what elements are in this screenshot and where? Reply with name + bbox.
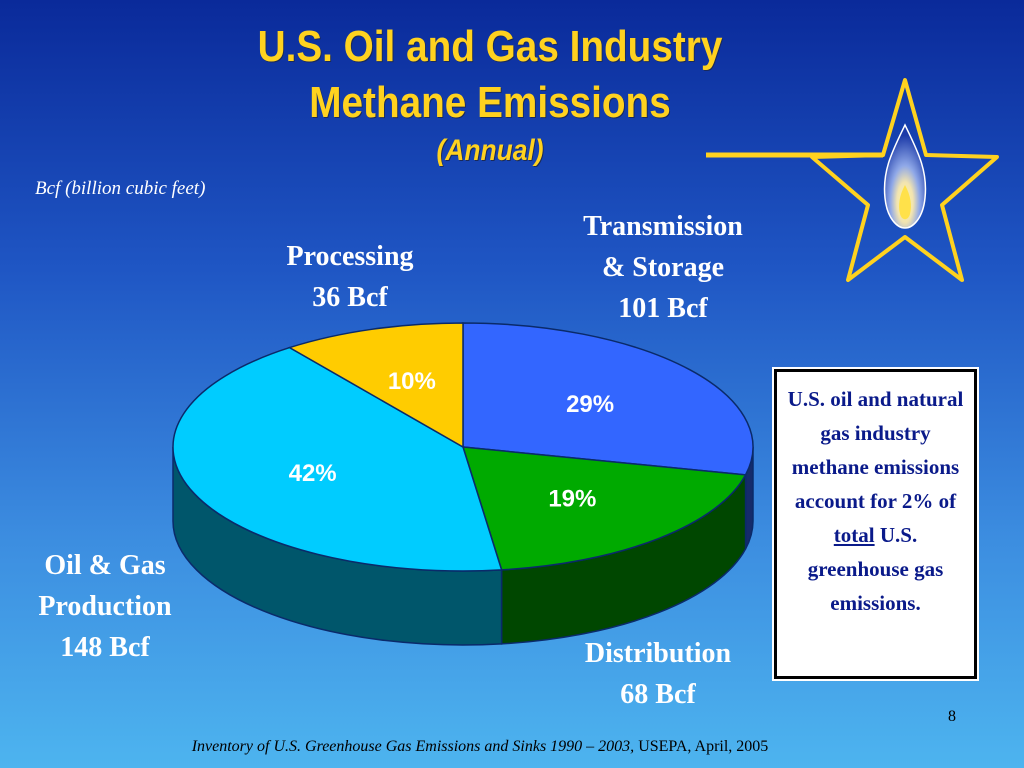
pie-percent-processing: 10% — [388, 368, 436, 395]
star-icon — [706, 78, 999, 282]
label-transmission-name-1: Transmission — [583, 211, 743, 242]
source-title: Inventory of U.S. Greenhouse Gas Emissio… — [191, 738, 635, 755]
label-production: Oil & Gas Production 148 Bcf — [10, 545, 200, 668]
label-processing-value: 36 Bcf — [312, 282, 388, 313]
pie-slice-distribution — [461, 446, 747, 571]
label-distribution: Distribution 68 Bcf — [548, 633, 768, 715]
pie-percent-labels: 29% 19% 42% 10% — [289, 368, 615, 512]
note-text-underlined: total — [833, 523, 875, 547]
label-transmission-name-2: & Storage — [601, 252, 725, 283]
flame-icon — [883, 123, 927, 229]
page-number: 8 — [948, 708, 956, 725]
pie-tops — [172, 322, 754, 572]
title-line-3: (Annual) — [436, 134, 544, 167]
pie-percent-distribution: 19% — [548, 485, 596, 512]
label-processing: Processing 36 Bcf — [250, 236, 450, 318]
pie-percent-transmission: 29% — [566, 391, 614, 418]
title-line-1: U.S. Oil and Gas Industry — [257, 22, 723, 71]
label-transmission-value: 101 Bcf — [618, 293, 708, 324]
pie-percent-production: 42% — [289, 460, 337, 487]
title-line-2: Methane Emissions — [309, 78, 671, 127]
pie-slice-transmission — [462, 322, 754, 476]
label-production-value: 148 Bcf — [60, 632, 150, 663]
label-production-name-1: Oil & Gas — [44, 550, 166, 581]
label-production-name-2: Production — [38, 591, 172, 622]
units-note: Bcf (billion cubic feet) — [35, 178, 206, 199]
source-citation: Inventory of U.S. Greenhouse Gas Emissio… — [0, 738, 960, 756]
pie-slice-processing — [287, 322, 464, 449]
note-text-before: U.S. oil and natural gas industry methan… — [787, 387, 964, 513]
note-text-after: U.S. greenhouse gas emissions. — [807, 523, 944, 615]
label-transmission: Transmission & Storage 101 Bcf — [548, 206, 778, 329]
label-processing-name: Processing — [286, 241, 414, 272]
label-distribution-value: 68 Bcf — [620, 679, 696, 710]
note-box: U.S. oil and natural gas industry methan… — [772, 367, 979, 681]
label-distribution-name: Distribution — [584, 638, 732, 669]
source-publisher: USEPA, April, 2005 — [634, 738, 769, 755]
pie-slice-production — [172, 346, 503, 572]
